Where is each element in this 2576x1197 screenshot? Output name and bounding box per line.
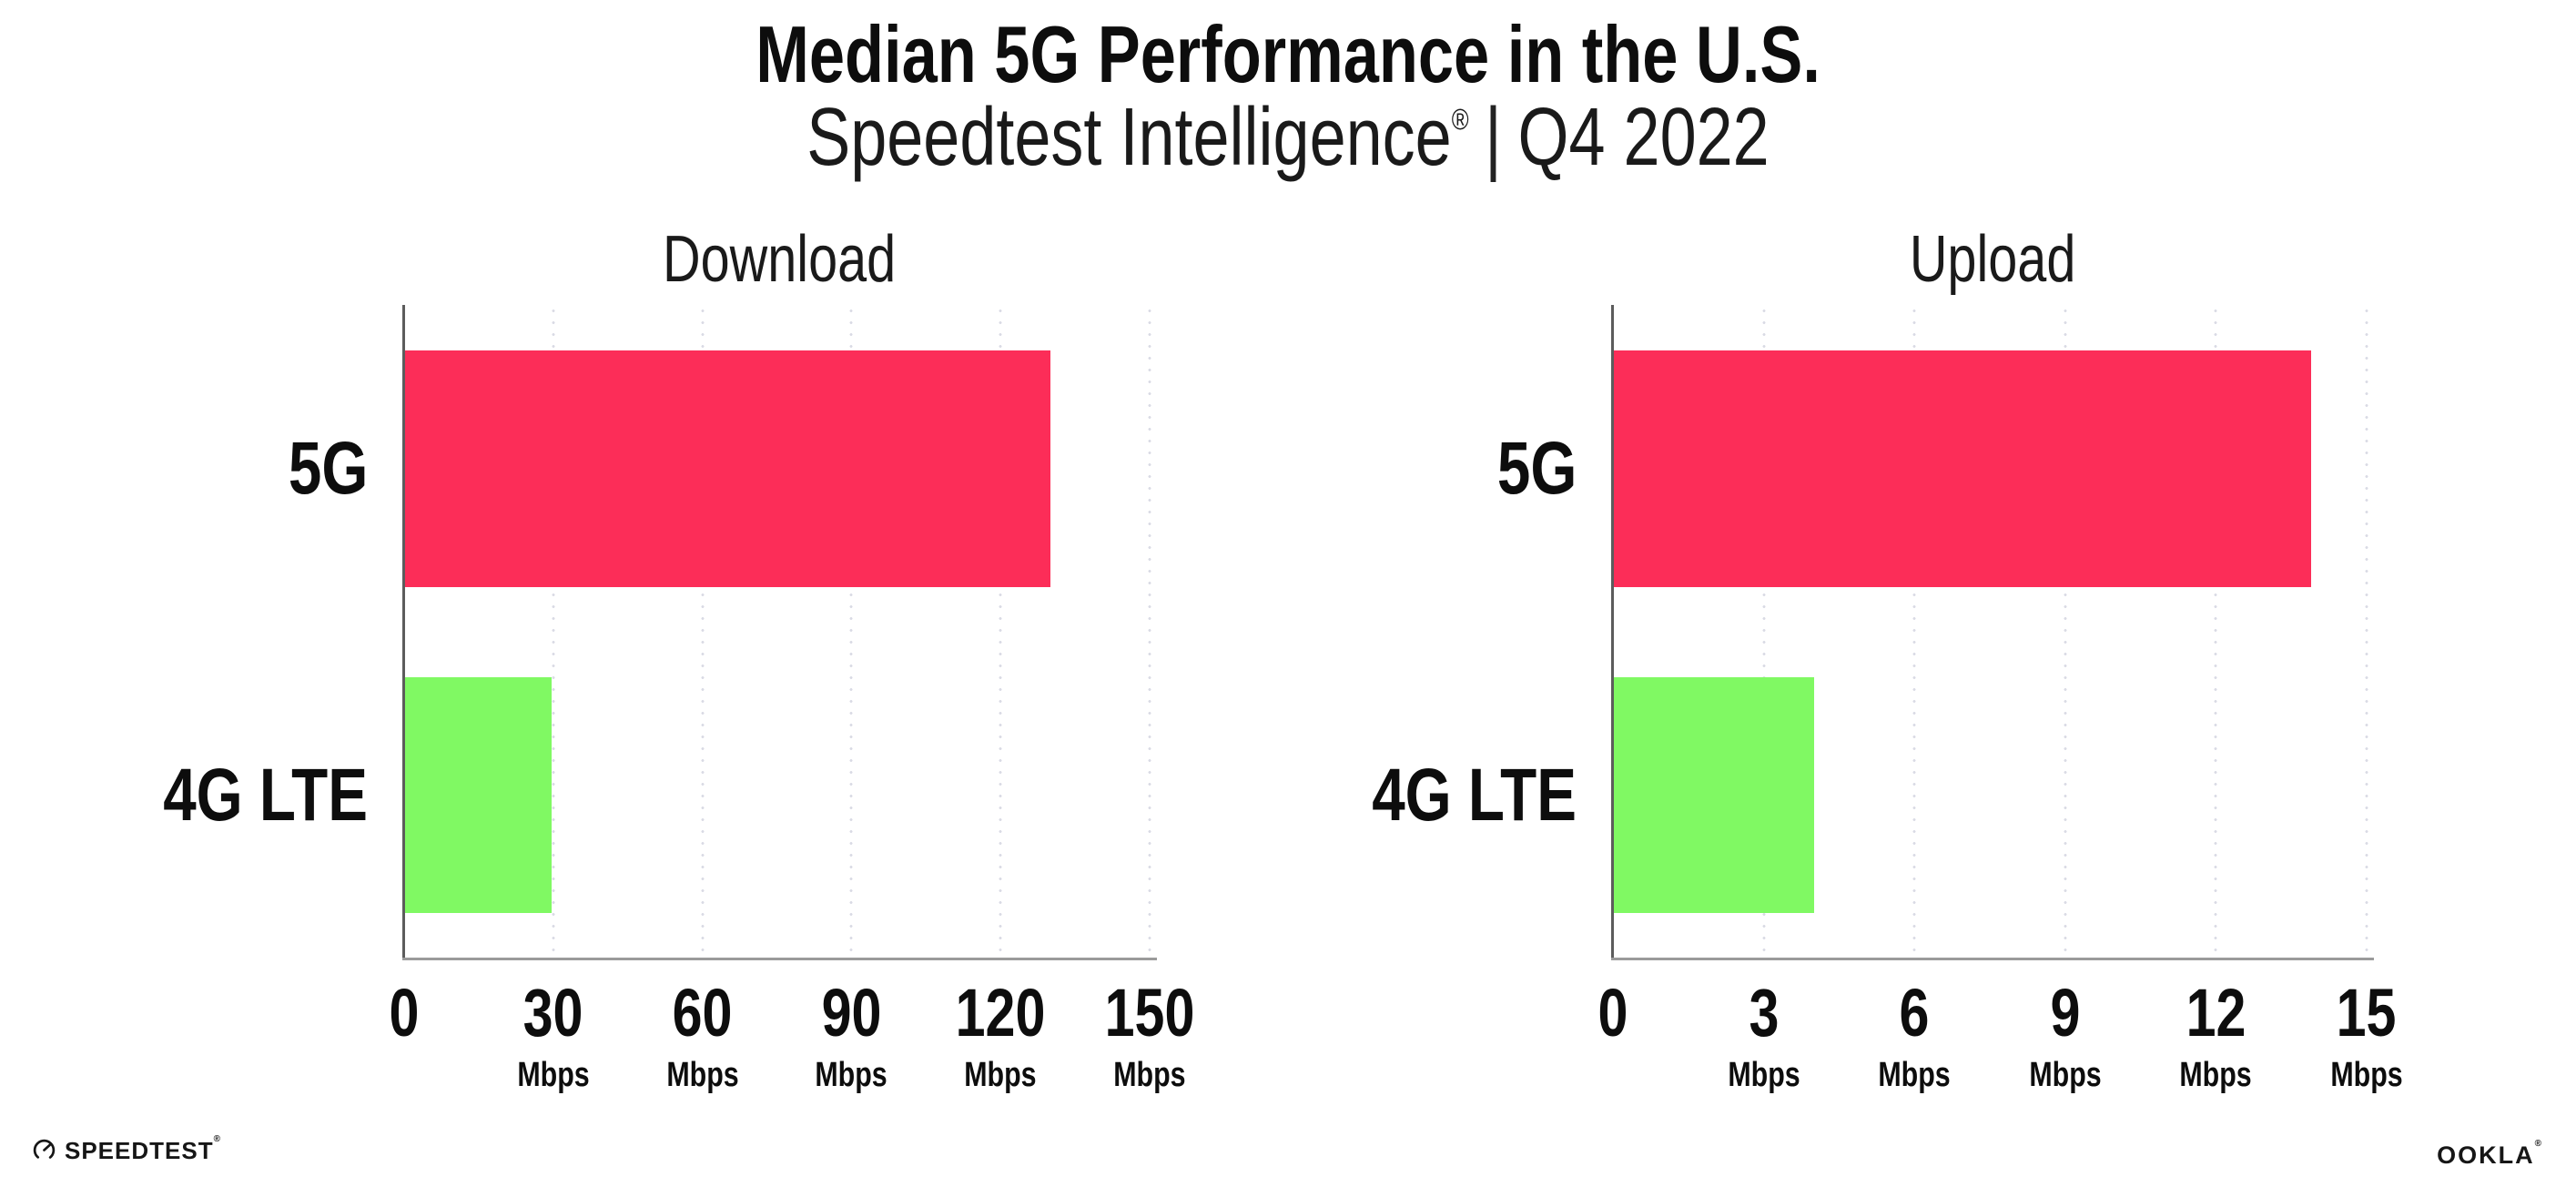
tick-value: 15	[2337, 975, 2397, 1050]
gridline	[1148, 305, 1151, 959]
x-tick-label: 60 Mbps	[657, 975, 747, 1094]
speedtest-logo: SPEEDTEST®	[32, 1133, 221, 1164]
category-label-4g-lte: 4G LTE	[163, 753, 368, 837]
registered-mark-icon: ®	[213, 1133, 221, 1144]
page-title: Median 5G Performance in the U.S.	[0, 9, 2576, 99]
subtitle-period: Q4 2022	[1517, 92, 1770, 183]
x-tick-label: 150 Mbps	[1093, 975, 1205, 1094]
gridline	[1912, 305, 1916, 959]
tick-unit: Mbps	[2179, 1056, 2253, 1094]
subtitle-separator: |	[1485, 92, 1502, 183]
chart-title-upload: Upload	[1909, 223, 2076, 296]
tick-value: 150	[1104, 975, 1195, 1050]
gridline	[2365, 305, 2368, 959]
speedtest-wordmark: SPEEDTEST®	[65, 1133, 221, 1164]
gridline	[849, 305, 853, 959]
category-label-5g: 5G	[288, 427, 368, 511]
tick-unit: Mbps	[1878, 1056, 1951, 1094]
tick-unit: Mbps	[964, 1056, 1037, 1094]
tick-unit: Mbps	[2330, 1056, 2403, 1094]
tick-unit: Mbps	[665, 1056, 739, 1094]
x-tick-label: 6 Mbps	[1870, 975, 1960, 1094]
x-tick-label: 12 Mbps	[2171, 975, 2261, 1094]
speedtest-gauge-icon	[33, 1139, 56, 1161]
registered-mark-icon: ®	[1451, 103, 1469, 136]
tick-unit: Mbps	[1727, 1056, 1800, 1094]
x-tick-label: 0	[1594, 979, 1631, 1047]
tick-value: 0	[1597, 975, 1628, 1050]
gridline	[701, 305, 705, 959]
plot-area-download	[402, 305, 1157, 960]
x-tick-label: 90 Mbps	[806, 975, 897, 1094]
gridline	[2064, 305, 2067, 959]
tick-unit: Mbps	[815, 1056, 888, 1094]
plot-area-upload	[1611, 305, 2374, 960]
bar-4g-lte	[404, 677, 552, 914]
y-axis-labels: 5G 4G LTE	[1209, 305, 1577, 959]
x-tick-label: 30 Mbps	[508, 975, 598, 1094]
bar-5g	[404, 350, 1050, 588]
x-axis-line	[1611, 958, 2374, 960]
chart-title-download: Download	[663, 223, 897, 296]
tick-value: 60	[672, 975, 733, 1050]
category-label-5g: 5G	[1496, 427, 1577, 511]
tick-unit: Mbps	[1113, 1056, 1186, 1094]
tick-value: 120	[955, 975, 1046, 1050]
page-title-text: Median 5G Performance in the U.S.	[756, 9, 1820, 99]
x-axis-line	[402, 958, 1157, 960]
tick-value: 90	[821, 975, 882, 1050]
tick-value: 30	[522, 975, 583, 1050]
tick-value: 12	[2186, 975, 2246, 1050]
x-tick-label: 9 Mbps	[2020, 975, 2110, 1094]
bar-field	[404, 305, 1151, 959]
ookla-logo: OOKLA®	[2437, 1140, 2543, 1169]
x-tick-label: 120 Mbps	[944, 975, 1056, 1094]
tick-unit: Mbps	[517, 1056, 590, 1094]
gridline	[1762, 305, 1766, 959]
bar-4g-lte	[1613, 677, 1814, 914]
bar-field	[1613, 305, 2368, 959]
x-axis-ticks: 0 30 Mbps 60 Mbps 90 Mbps 120 Mbps 150 Mbps	[390, 975, 1195, 1134]
ookla-wordmark: OOKLA	[2437, 1141, 2535, 1169]
x-tick-label: 3 Mbps	[1719, 975, 1809, 1094]
x-tick-label: 15 Mbps	[2321, 975, 2411, 1094]
tick-value: 0	[389, 975, 420, 1050]
gridline	[552, 305, 555, 959]
registered-mark-icon: ®	[2534, 1139, 2543, 1149]
tick-value: 9	[2050, 975, 2081, 1050]
x-axis-ticks: 0 3 Mbps 6 Mbps 9 Mbps 12 Mbps 15 Mbps	[1598, 975, 2403, 1134]
category-label-4g-lte: 4G LTE	[1372, 753, 1577, 837]
gridline	[2214, 305, 2217, 959]
y-axis-labels: 5G 4G LTE	[0, 305, 368, 959]
y-axis-line	[1611, 305, 1614, 959]
y-axis-line	[402, 305, 405, 959]
tick-value: 6	[1899, 975, 1930, 1050]
x-tick-label: 0	[385, 979, 422, 1047]
subtitle: Speedtest Intelligence® | Q4 2022	[0, 95, 2576, 181]
subtitle-brand: Speedtest Intelligence	[806, 92, 1452, 183]
tick-value: 3	[1749, 975, 1780, 1050]
tick-unit: Mbps	[2029, 1056, 2102, 1094]
gridline	[999, 305, 1002, 959]
bar-5g	[1613, 350, 2312, 588]
